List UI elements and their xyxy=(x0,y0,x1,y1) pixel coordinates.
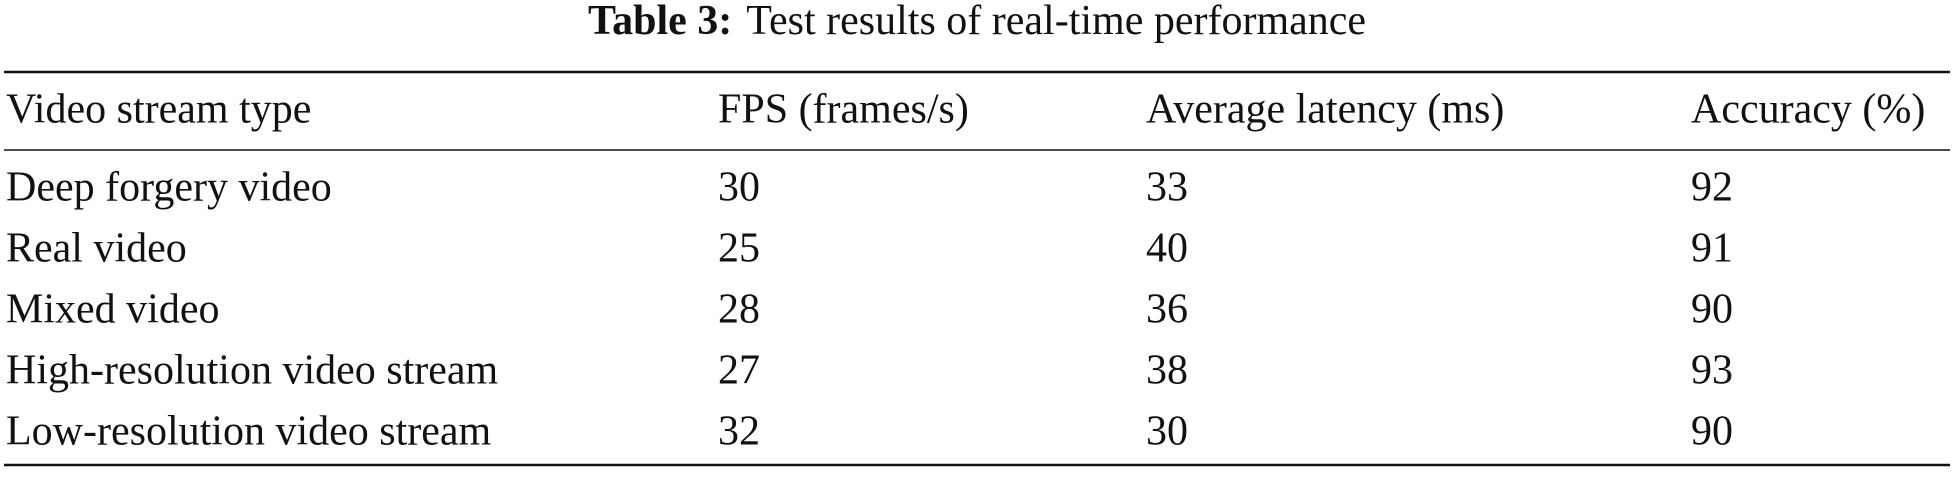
caption-label: Table 3: xyxy=(588,0,732,44)
cell: 32 xyxy=(718,409,760,455)
cell: 30 xyxy=(718,165,760,211)
cell: 30 xyxy=(1146,409,1188,455)
cell: 90 xyxy=(1691,287,1733,333)
cell: 28 xyxy=(718,287,760,333)
row-label: Deep forgery video xyxy=(6,165,332,211)
row-label: High-resolution video stream xyxy=(6,348,499,394)
cell: 93 xyxy=(1691,348,1733,394)
cell: 38 xyxy=(1146,348,1188,394)
header-cell: FPS (frames/s) xyxy=(718,87,969,133)
row-label: Mixed video xyxy=(6,287,219,333)
header-cell: Accuracy (%) xyxy=(1691,87,1925,133)
caption: Table 3: Test results of real-time perfor… xyxy=(588,0,1366,44)
row-label: Real video xyxy=(6,226,187,272)
header-cell: Average latency (ms) xyxy=(1146,87,1504,133)
row-label: Low-resolution video stream xyxy=(6,409,492,455)
cell: 27 xyxy=(718,348,760,394)
cell: 92 xyxy=(1691,165,1733,211)
caption-text: Test results of real-time performance xyxy=(746,0,1366,44)
cell: 91 xyxy=(1691,226,1733,272)
cell: 33 xyxy=(1146,165,1188,211)
header-cell: Video stream type xyxy=(6,87,311,133)
cell: 90 xyxy=(1691,409,1733,455)
cell: 40 xyxy=(1146,226,1188,272)
cell: 25 xyxy=(718,226,760,272)
cell: 36 xyxy=(1146,287,1188,333)
